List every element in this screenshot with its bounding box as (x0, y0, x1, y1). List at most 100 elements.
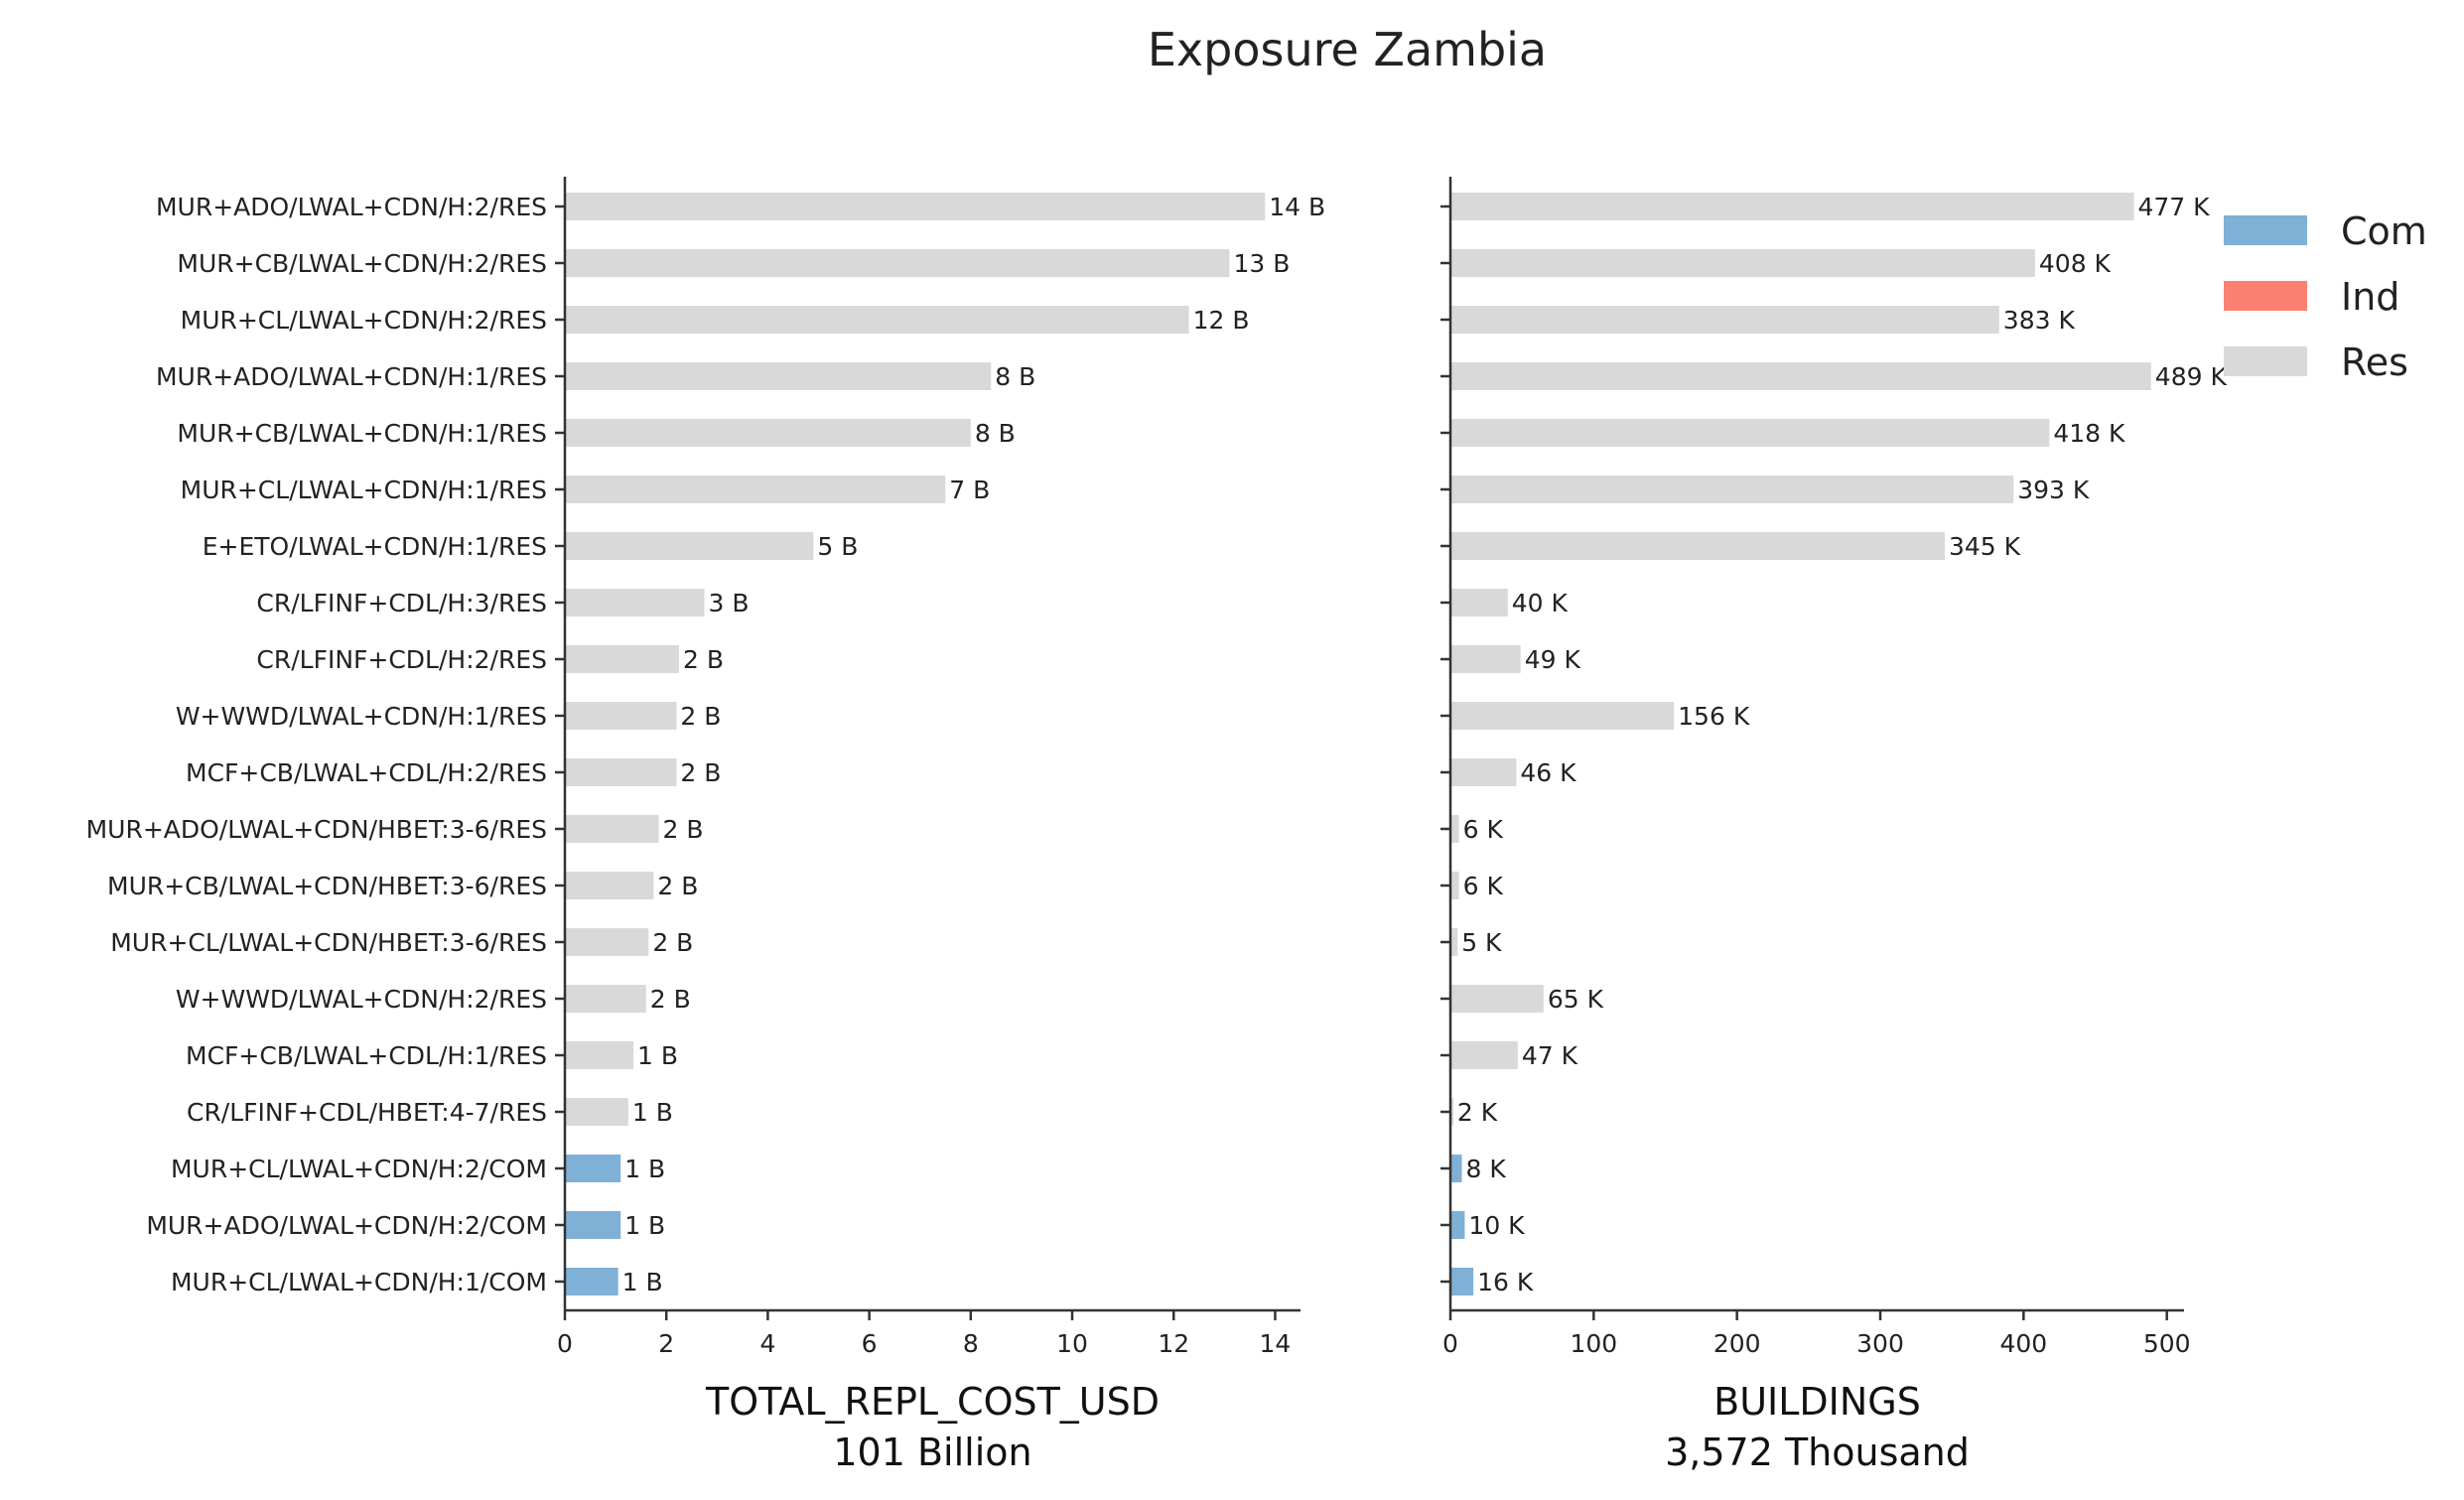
buildings-bar (1450, 306, 1999, 334)
buildings-data-label: 49 K (1525, 645, 1581, 674)
cost-data-label: 2 B (650, 985, 691, 1014)
cost-data-label: 2 B (663, 815, 704, 844)
category-label: MCF+CB/LWAL+CDL/H:2/RES (186, 758, 547, 787)
category-label: MUR+ADO/LWAL+CDN/H:2/COM (146, 1211, 547, 1240)
buildings-bar (1450, 1155, 1462, 1182)
cost-data-label: 2 B (657, 872, 698, 900)
buildings-x-tick-label: 400 (1999, 1329, 2047, 1358)
category-label: MUR+CB/LWAL+CDN/H:1/RES (177, 419, 547, 448)
category-label: CR/LFINF+CDL/H:2/RES (256, 645, 547, 674)
buildings-data-label: 47 K (1522, 1041, 1578, 1070)
buildings-bar (1450, 249, 2035, 277)
cost-data-label: 2 B (680, 702, 721, 731)
buildings-bar (1450, 1211, 1465, 1239)
category-label: MUR+CB/LWAL+CDN/HBET:3-6/RES (107, 872, 547, 900)
buildings-x-tick-label: 200 (1713, 1329, 1761, 1358)
cost-bar (565, 928, 649, 956)
cost-bar (565, 1098, 628, 1126)
buildings-bar (1450, 1041, 1518, 1069)
category-label: W+WWD/LWAL+CDN/H:1/RES (176, 702, 547, 731)
cost-data-label: 12 B (1193, 306, 1250, 335)
buildings-data-label: 10 K (1468, 1211, 1525, 1240)
buildings-data-label: 393 K (2017, 476, 2090, 504)
buildings-data-label: 40 K (1512, 589, 1569, 617)
cost-x-tick-label: 8 (963, 1329, 979, 1358)
buildings-bar (1450, 815, 1459, 843)
buildings-bar (1450, 1098, 1453, 1126)
buildings-data-label: 408 K (2039, 249, 2112, 278)
buildings-bar (1450, 985, 1544, 1013)
buildings-bar (1450, 702, 1675, 730)
buildings-bar (1450, 532, 1945, 560)
category-label: CR/LFINF+CDL/H:3/RES (256, 589, 547, 617)
buildings-data-label: 6 K (1463, 815, 1504, 844)
category-label: MCF+CB/LWAL+CDL/H:1/RES (186, 1041, 547, 1070)
cost-x-tick-label: 14 (1260, 1329, 1292, 1358)
cost-bar (565, 532, 814, 560)
buildings-data-label: 489 K (2155, 362, 2228, 391)
buildings-bar (1450, 193, 2134, 220)
buildings-data-label: 156 K (1678, 702, 1750, 731)
buildings-x-tick-label: 0 (1442, 1329, 1458, 1358)
buildings-bar (1450, 419, 2050, 447)
buildings-x-axis-total: 3,572 Thousand (1665, 1431, 1970, 1474)
category-label: MUR+CL/LWAL+CDN/HBET:3-6/RES (110, 928, 547, 957)
cost-bar (565, 1211, 621, 1239)
cost-x-tick-label: 10 (1056, 1329, 1088, 1358)
cost-data-label: 1 B (637, 1041, 678, 1070)
buildings-bar (1450, 872, 1459, 899)
cost-bar (565, 815, 659, 843)
buildings-data-label: 8 K (1466, 1155, 1507, 1183)
cost-panel: 14 B MUR+ADO/LWAL+CDN/H:2/RES 13 B MUR+CB/L… (86, 177, 1325, 1474)
cost-data-label: 1 B (624, 1211, 665, 1240)
cost-data-label: 2 B (683, 645, 724, 674)
cost-data-label: 1 B (632, 1098, 673, 1127)
buildings-bar (1450, 476, 2014, 503)
legend-swatch-com (2224, 215, 2307, 245)
cost-x-tick-label: 4 (759, 1329, 775, 1358)
buildings-x-tick-label: 100 (1570, 1329, 1617, 1358)
category-label: MUR+ADO/LWAL+CDN/H:2/RES (156, 193, 547, 221)
buildings-data-label: 2 K (1457, 1098, 1498, 1127)
cost-bar (565, 758, 677, 786)
buildings-panel: 477 K 408 K 383 K 489 K 418 K 393 K 345 K 40 K 4… (1440, 177, 2227, 1474)
cost-x-tick-label: 12 (1158, 1329, 1189, 1358)
category-label: CR/LFINF+CDL/HBET:4-7/RES (187, 1098, 547, 1127)
category-label: MUR+CL/LWAL+CDN/H:2/COM (171, 1155, 547, 1183)
cost-data-label: 2 B (680, 758, 721, 787)
cost-data-label: 1 B (622, 1268, 663, 1296)
cost-bar (565, 476, 946, 503)
cost-bar (565, 1155, 621, 1182)
cost-bar (565, 589, 705, 616)
cost-bar (565, 306, 1189, 334)
cost-bar (565, 419, 971, 447)
buildings-data-label: 418 K (2053, 419, 2125, 448)
cost-data-label: 8 B (995, 362, 1035, 391)
buildings-data-label: 345 K (1949, 532, 2021, 561)
legend-label-res: Res (2341, 341, 2408, 384)
legend-label-ind: Ind (2341, 275, 2399, 319)
buildings-data-label: 65 K (1548, 985, 1604, 1014)
buildings-bar (1450, 362, 2151, 390)
cost-data-label: 13 B (1233, 249, 1290, 278)
buildings-bar (1450, 928, 1458, 956)
cost-data-label: 8 B (975, 419, 1016, 448)
legend: Com Ind Res (2224, 209, 2427, 384)
category-label: MUR+ADO/LWAL+CDN/HBET:3-6/RES (86, 815, 547, 844)
cost-data-label: 7 B (949, 476, 990, 504)
cost-bar (565, 249, 1230, 277)
buildings-data-label: 383 K (2003, 306, 2076, 335)
cost-bar (565, 362, 992, 390)
cost-data-label: 1 B (624, 1155, 665, 1183)
buildings-bar (1450, 645, 1521, 673)
buildings-x-tick-label: 500 (2143, 1329, 2191, 1358)
buildings-data-label: 5 K (1461, 928, 1502, 957)
cost-x-tick-label: 2 (658, 1329, 674, 1358)
cost-x-axis-label: TOTAL_REPL_COST_USD (705, 1380, 1160, 1424)
cost-x-tick-label: 6 (862, 1329, 878, 1358)
category-label: MUR+CL/LWAL+CDN/H:1/RES (181, 476, 547, 504)
cost-data-label: 2 B (652, 928, 693, 957)
category-label: MUR+CL/LWAL+CDN/H:1/COM (171, 1268, 547, 1296)
cost-bar (565, 645, 679, 673)
